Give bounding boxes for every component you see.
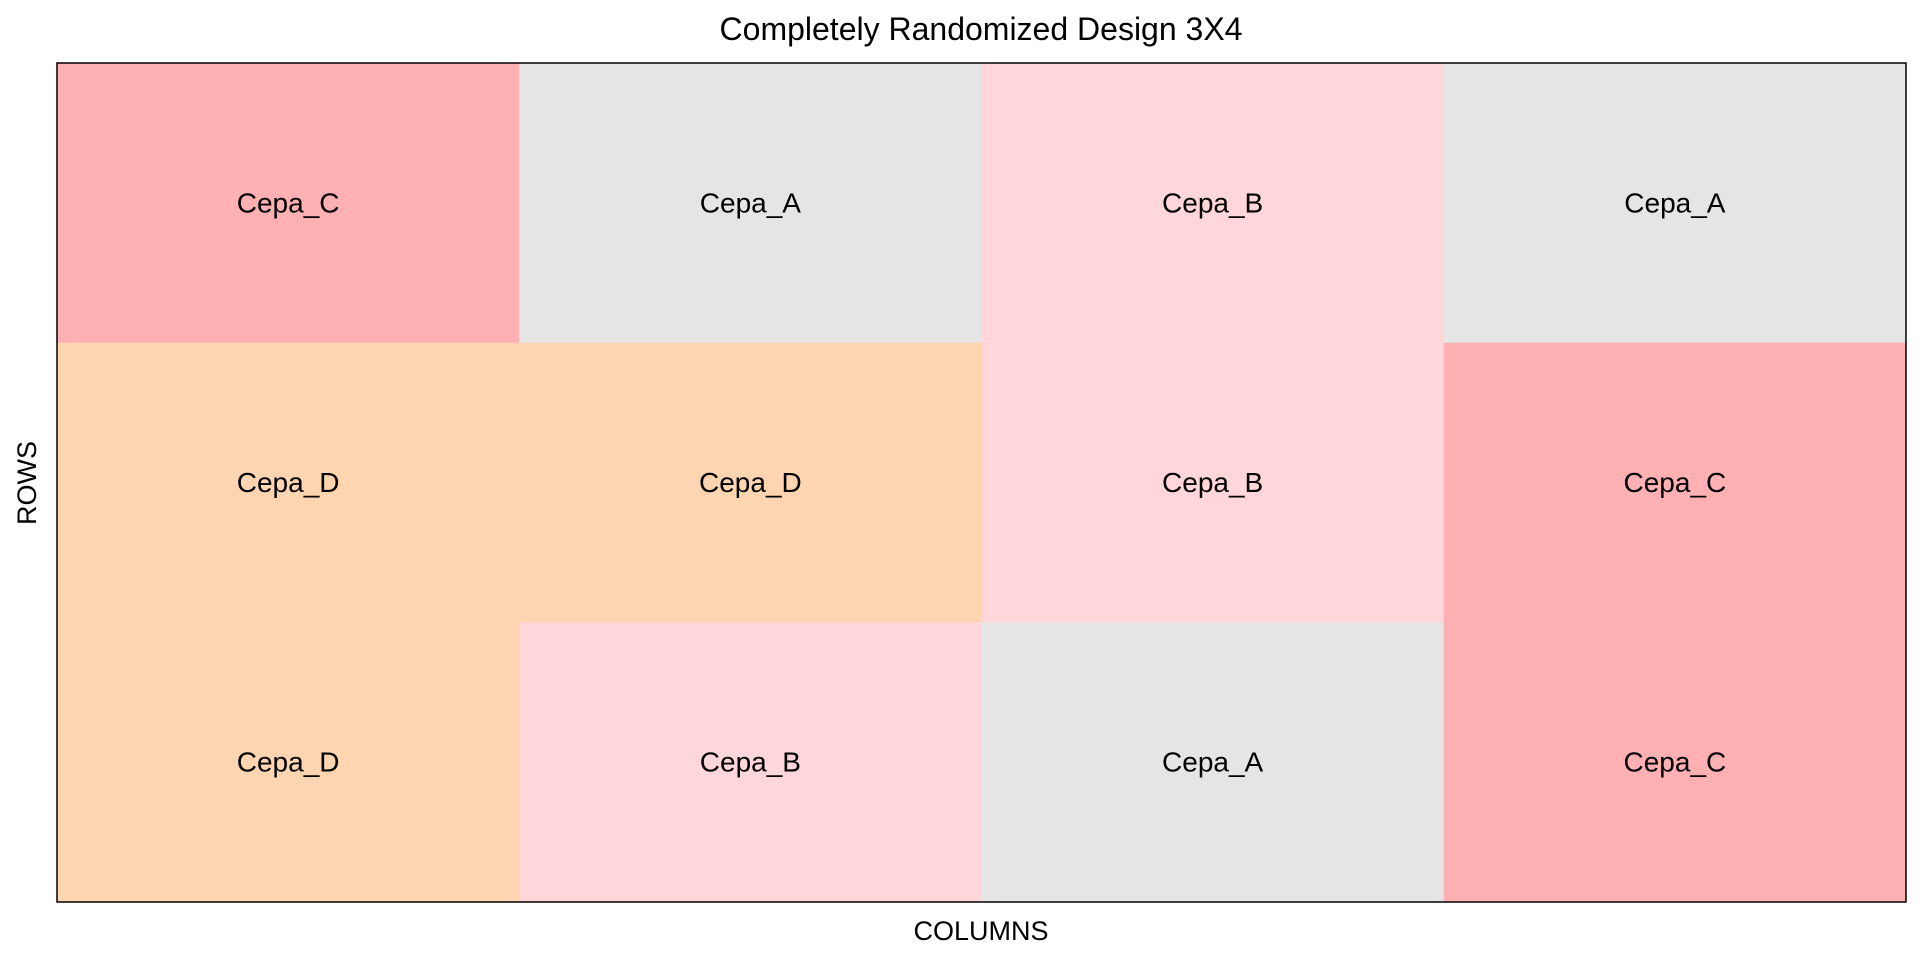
heatmap-cell-r3-c3 — [981, 622, 1445, 903]
heatmap-cell-r1-c3 — [981, 63, 1445, 344]
cell-label-r3-c4: Cepa_C — [1624, 747, 1727, 778]
heatmap-cell-r2-c3 — [981, 342, 1445, 623]
plot-border — [56, 62, 1907, 903]
cell-label-r2-c1: Cepa_D — [237, 467, 340, 498]
cell-label-r3-c3: Cepa_A — [1162, 747, 1264, 778]
x-axis-label: COLUMNS — [913, 916, 1048, 946]
heatmap-cell-r1-c4 — [1443, 63, 1907, 344]
cell-label-r3-c2: Cepa_B — [700, 747, 801, 778]
cell-label-r1-c3: Cepa_B — [1162, 187, 1263, 218]
heatmap-cell-r1-c1 — [57, 63, 520, 344]
cell-label-r2-c2: Cepa_D — [699, 467, 802, 498]
heatmap-cell-r2-c2 — [519, 342, 982, 623]
cell-labels-layer: Cepa_C Cepa_A Cepa_B Cepa_A Cepa_D Cepa_D Cepa… — [237, 187, 1726, 777]
heatmap-cell-r3-c1 — [57, 622, 520, 903]
cell-label-r2-c4: Cepa_C — [1624, 467, 1727, 498]
heatmap-cell-r3-c2 — [519, 622, 982, 903]
cell-label-r1-c2: Cepa_A — [700, 187, 802, 218]
cell-label-r1-c4: Cepa_A — [1624, 187, 1726, 218]
heatmap-cell-r2-c1 — [57, 342, 520, 623]
cell-label-r3-c1: Cepa_D — [237, 747, 340, 778]
heatmap-cell-r2-c4 — [1443, 342, 1907, 623]
cells-layer — [57, 63, 1907, 903]
y-axis-label: ROWS — [12, 441, 42, 525]
cell-label-r2-c3: Cepa_B — [1162, 467, 1263, 498]
heatmap-cell-r3-c4 — [1443, 622, 1907, 903]
heatmap-cell-r1-c2 — [519, 63, 982, 344]
chart-title: Completely Randomized Design 3X4 — [720, 11, 1243, 47]
cell-label-r1-c1: Cepa_C — [237, 187, 340, 218]
